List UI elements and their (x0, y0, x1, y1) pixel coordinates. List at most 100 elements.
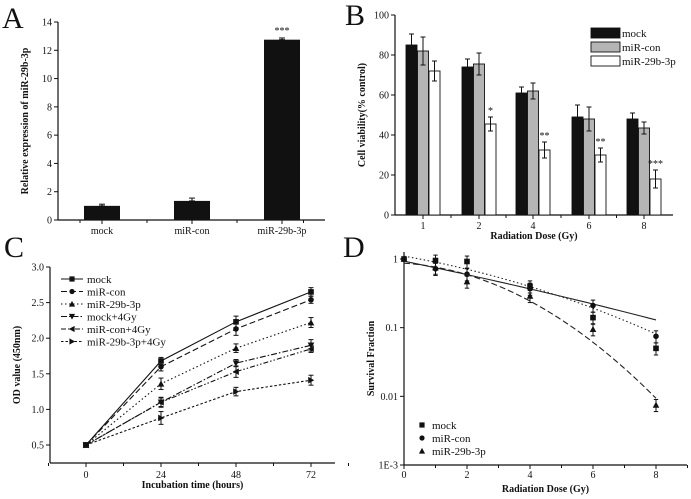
marker-circle (233, 326, 239, 332)
series-line-miR-con (85, 299, 312, 446)
y-tick-label: 1.5 (32, 369, 45, 380)
legend-label: miR-con (622, 42, 661, 54)
x-tick-label: miR-29b-3p (258, 226, 307, 237)
marker-square (69, 276, 75, 282)
y-tick-label: 1E-3 (379, 461, 398, 472)
y-tick-label: 2.0 (32, 334, 45, 345)
series-line-miR-29b-3p+4Gy (85, 379, 312, 446)
y-tick-label: 20 (379, 171, 389, 182)
bar-miR-con (583, 118, 595, 216)
legend-label: miR-29b-3p (87, 299, 141, 311)
y-tick-label: 12 (42, 46, 52, 57)
bar-mock (571, 116, 584, 216)
y-tick-label: 0 (47, 216, 52, 227)
marker-square (233, 319, 239, 325)
x-tick-label: mock (91, 226, 113, 237)
marker-triangle-up (418, 447, 426, 454)
marker-triangle-right (158, 414, 165, 422)
x-tick-label: 8 (654, 470, 659, 481)
y-tick-label: 0.5 (32, 441, 45, 452)
x-tick-label: 6 (591, 470, 596, 481)
y-axis-label: Relative expression of miR-29b-3p (20, 47, 31, 194)
significance-label: * (488, 106, 493, 117)
marker-circle (653, 333, 659, 340)
panel-b-chart: 0 20 40 60 80 100 Cell viability(% control) Rad… (357, 11, 676, 243)
marker-triangle-left (232, 368, 239, 375)
bar-mock (515, 92, 528, 216)
x-tick-label: 24 (156, 470, 166, 481)
y-tick-label: 1 (393, 255, 398, 266)
y-tick-label: 100 (374, 11, 389, 22)
fit-curve-miR-29b-3p (403, 262, 657, 399)
panel-d-chart: 1E-3 0.01 0.1 1 Survival Fraction Radiation D… (366, 252, 688, 495)
y-tick-label: 40 (379, 131, 389, 142)
marker-square (432, 257, 439, 264)
legend-label: miR-con+4Gy (87, 324, 151, 336)
marker-circle (419, 435, 425, 441)
marker-triangle-right (69, 338, 76, 345)
panel-letter-a: A (2, 2, 24, 35)
marker-triangle-left (157, 398, 164, 406)
y-tick-label: 2 (47, 187, 52, 198)
x-tick-label: 2 (477, 221, 482, 232)
marker-triangle-down (232, 360, 240, 367)
legend-swatch (590, 55, 621, 67)
marker-triangle-left (68, 325, 75, 333)
y-tick-label: 10 (42, 74, 52, 85)
bar-miR-con (638, 127, 650, 216)
marker-triangle-up (157, 380, 165, 387)
marker-triangle-left (307, 345, 314, 353)
y-tick-label: 6 (47, 131, 52, 142)
y-tick-label: 4 (47, 159, 52, 170)
y-axis-label: Cell viability(% control) (357, 63, 368, 167)
bar-miR-29b-3p (594, 154, 607, 216)
series-line-miR-29b-3p (85, 322, 312, 446)
x-tick-label: 0 (402, 470, 407, 481)
y-tick-label: 0 (384, 211, 389, 222)
bar-miR-29b-3p (428, 70, 441, 216)
y-tick-label: 8 (47, 102, 52, 113)
x-tick-label: 4 (531, 221, 536, 232)
y-tick-label: 0.01 (381, 392, 399, 403)
marker-square (308, 289, 314, 295)
marker-triangle-up (652, 401, 660, 408)
x-tick-label: 4 (528, 470, 533, 481)
significance-label: ** (596, 137, 606, 148)
marker-triangle-down (68, 313, 76, 320)
significance-label: ** (540, 131, 550, 142)
legend-label: miR-29b-3p+4Gy (87, 337, 166, 349)
series-line-miR-con+4Gy (85, 348, 312, 446)
legend-label: miR-con (87, 287, 126, 299)
bar (264, 39, 300, 220)
marker-triangle-up (307, 319, 315, 326)
bar-miR-con (417, 50, 429, 216)
x-tick-label: 48 (231, 470, 241, 481)
legend-swatch (590, 41, 621, 53)
marker-triangle-up (463, 278, 471, 285)
marker-square (419, 422, 425, 428)
y-axis-label: Survival Fraction (366, 320, 377, 396)
legend-label: miR-29b-3p (432, 446, 486, 458)
marker-triangle-right (233, 388, 240, 395)
bar-mock (626, 118, 639, 216)
bar-miR-29b-3p (538, 149, 551, 216)
x-axis-label: Radiation Dose (Gy) (490, 231, 577, 242)
marker-circle (590, 302, 596, 309)
y-axis-label: OD value (450nm) (12, 326, 23, 404)
x-tick-label: 2 (465, 470, 470, 481)
x-tick-label: 8 (642, 221, 647, 232)
marker-circle (158, 363, 164, 370)
panel-a-chart: 0 2 4 6 8 10 12 14 Relative expression of miR-29… (20, 18, 325, 237)
y-tick-label: 14 (42, 18, 52, 29)
bar-miR-29b-3p (484, 123, 497, 216)
legend-label: mock (87, 274, 112, 286)
marker-triangle-up (68, 300, 76, 307)
marker-circle (69, 288, 75, 295)
marker-square (464, 258, 470, 265)
marker-triangle-up (432, 264, 439, 271)
marker-triangle-right (308, 376, 315, 384)
y-tick-label: 60 (379, 91, 389, 102)
legend-label: mock (622, 28, 647, 40)
bar (84, 205, 120, 220)
